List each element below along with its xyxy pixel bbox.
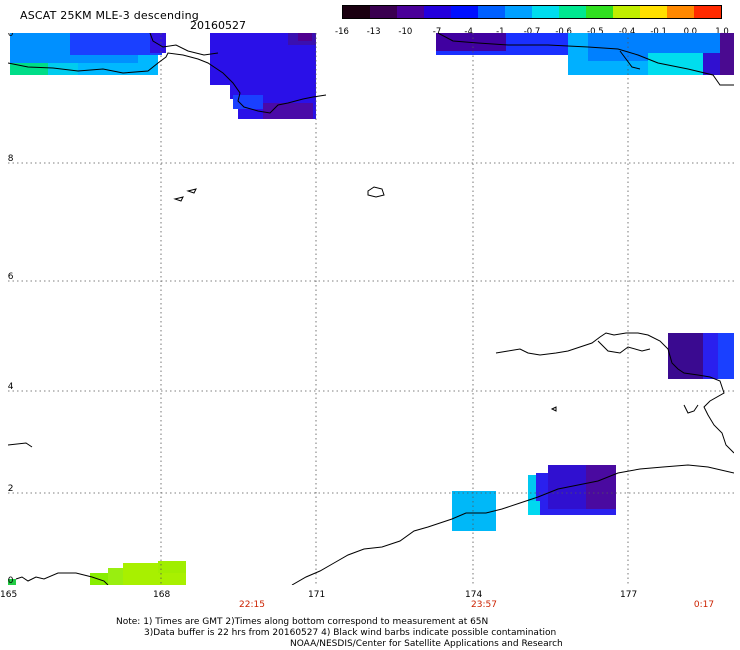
color-scale-swatch — [424, 6, 451, 18]
swath-cell — [70, 33, 162, 55]
note-line-2: 3)Data buffer is 22 hrs from 20160527 4)… — [144, 628, 557, 638]
graticule — [8, 33, 734, 585]
color-scale-swatch — [343, 6, 370, 18]
swath-cell — [718, 333, 734, 379]
note-line-3: NOAA/NESDIS/Center for Satellite Applica… — [290, 639, 563, 649]
swath-cell — [210, 85, 230, 99]
map-plot: 70 68 66 64 62 60 — [8, 33, 734, 585]
swath-cell — [158, 561, 186, 573]
color-scale-tick: 1.0 — [715, 27, 729, 37]
color-scale-tick: -7 — [432, 27, 442, 37]
swath-cell — [210, 99, 238, 119]
color-scale-tick: -0.7 — [523, 27, 541, 37]
color-scale-swatch — [586, 6, 613, 18]
swath-cell — [648, 53, 718, 75]
latitude-labels: 70 68 66 64 62 60 — [8, 33, 14, 585]
longitude-label: 165 — [0, 590, 18, 600]
latitude-label: 68 — [8, 154, 14, 164]
color-scale-swatch — [478, 6, 505, 18]
longitude-label: 171 — [308, 590, 326, 600]
latitude-label: 64 — [8, 382, 14, 392]
time-labels: 22:15 23:57 0:17 — [0, 600, 740, 614]
color-scale-tick: -0.1 — [650, 27, 667, 37]
color-scale-bar — [342, 5, 722, 19]
longitude-label: 177 — [620, 590, 638, 600]
map-date: 20160527 — [190, 19, 246, 32]
color-scale-tick: -0.4 — [618, 27, 636, 37]
color-scale-tick: -4 — [464, 27, 473, 37]
color-scale-swatch — [397, 6, 424, 18]
color-scale-swatch — [640, 6, 667, 18]
swath-cell — [233, 95, 263, 109]
coastline — [8, 33, 734, 585]
color-scale-tick: -16 — [335, 27, 349, 37]
swath-cell — [528, 501, 540, 515]
color-scale-swatch — [694, 6, 721, 18]
color-scale-swatch — [532, 6, 559, 18]
color-scale-swatch — [559, 6, 586, 18]
swath-cell — [10, 63, 48, 75]
color-scale-tick: -10 — [398, 27, 413, 37]
swath-cell — [150, 33, 166, 53]
map-title: ASCAT 25KM MLE-3 descending — [20, 9, 199, 22]
time-label: 22:15 — [239, 600, 265, 610]
swath-cell — [8, 579, 16, 585]
latitude-label: 70 — [8, 33, 14, 39]
latitude-label: 60 — [8, 576, 14, 585]
time-label: 23:57 — [471, 600, 497, 610]
swath-cell — [263, 103, 313, 119]
swath-cell — [586, 465, 616, 509]
color-scale-tick: -0.5 — [587, 27, 604, 37]
swath-cell — [298, 33, 312, 41]
color-scale-swatch — [370, 6, 397, 18]
color-scale-swatch — [613, 6, 640, 18]
latitude-label: 62 — [8, 484, 13, 494]
color-scale-swatch — [451, 6, 478, 18]
swath-cell — [452, 491, 496, 531]
time-label: 0:17 — [693, 600, 715, 610]
longitude-label: 168 — [153, 590, 171, 600]
backscatter-swaths — [8, 33, 734, 585]
longitude-labels: 165 168 171 174 177 — [0, 590, 740, 604]
swath-cell — [720, 33, 734, 75]
color-scale-tick: 0.0 — [683, 27, 698, 37]
color-scale-swatch — [667, 6, 694, 18]
color-scale-tick: -13 — [366, 27, 381, 37]
color-scale-tick: -0.6 — [555, 27, 572, 37]
latitude-label: 66 — [8, 272, 14, 282]
color-scale-tick: -1 — [496, 27, 505, 37]
longitude-label: 174 — [465, 590, 483, 600]
color-scale-swatch — [505, 6, 532, 18]
note-line-1: Note: 1) Times are GMT 2)Times along bot… — [116, 617, 489, 627]
